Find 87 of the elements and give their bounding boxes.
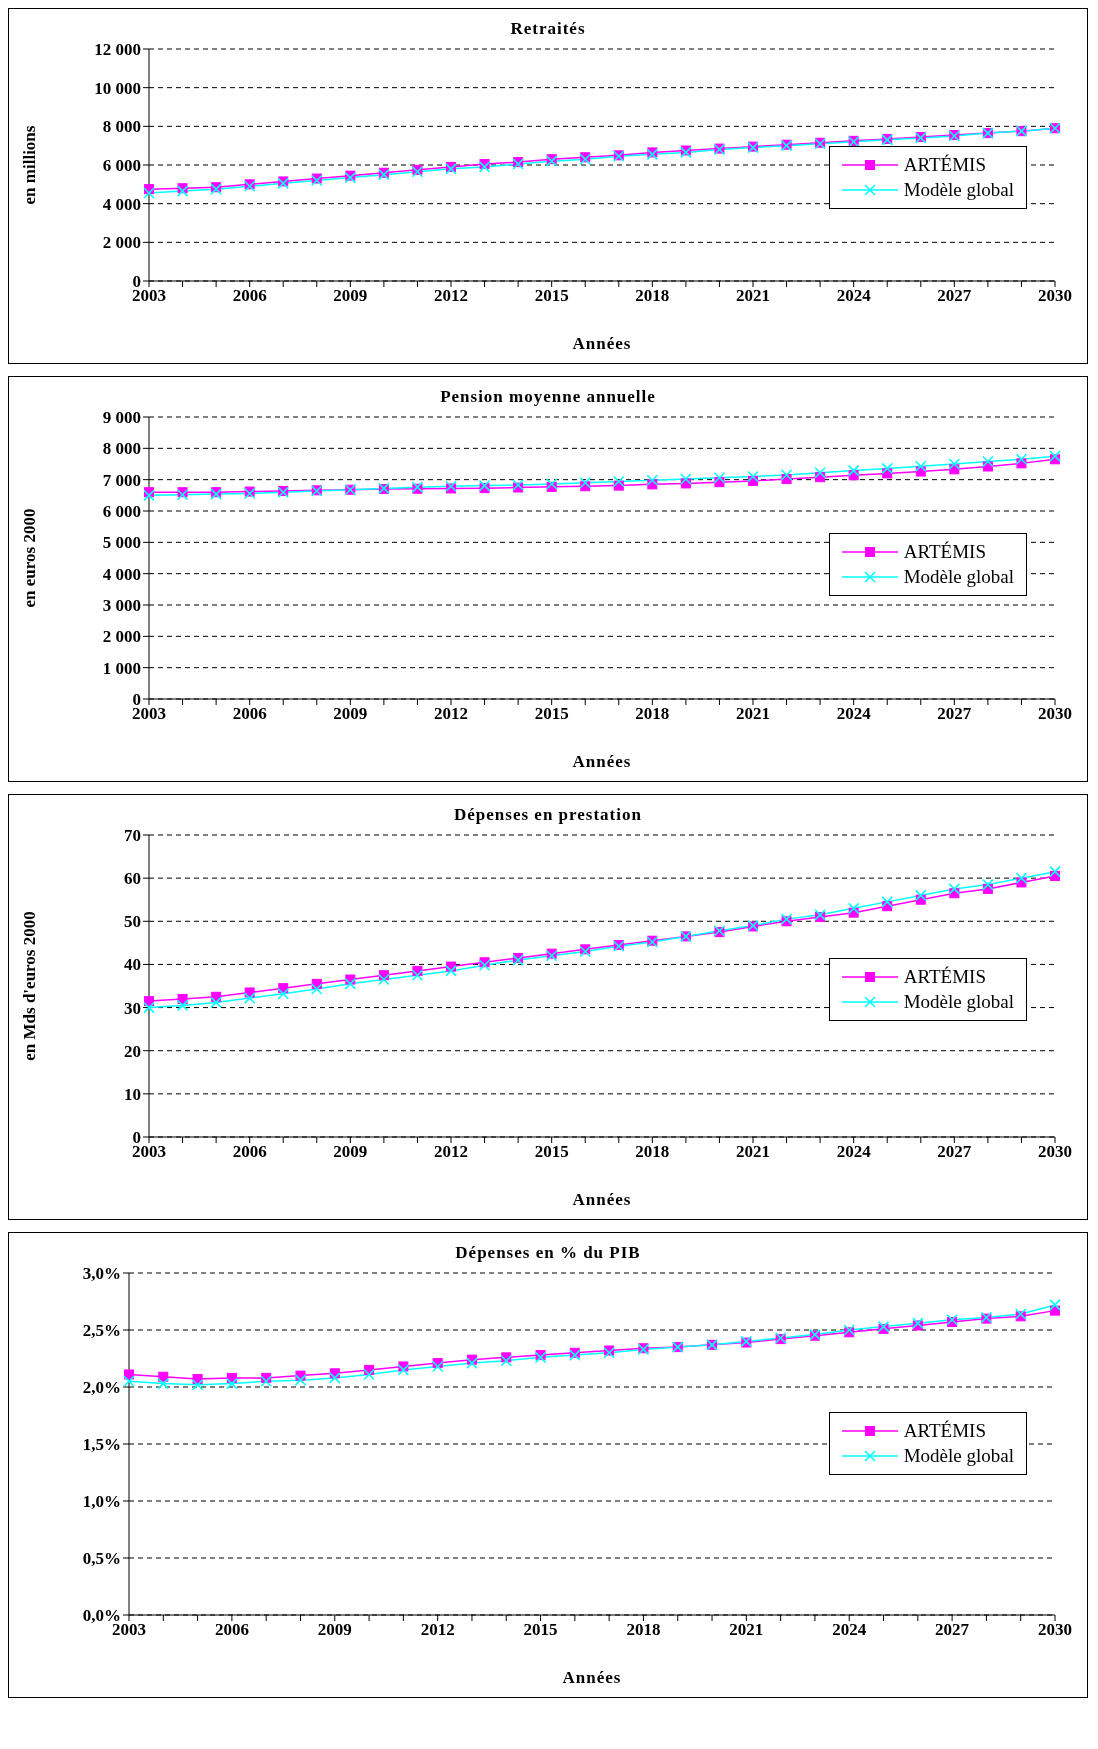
y-tick-label: 7 000 [102, 470, 141, 490]
x-tick-label: 2021 [736, 286, 770, 306]
y-tick-label: 6 000 [102, 156, 141, 176]
x-tick-label: 2018 [635, 704, 670, 724]
legend-label: Modèle global [903, 1444, 1014, 1467]
x-tick-label: 2012 [434, 1142, 468, 1162]
legend-label: ARTÉMIS [903, 153, 986, 176]
x-tick-label: 2024 [836, 1142, 872, 1162]
x-tick-label: 2006 [232, 286, 267, 306]
x-axis-title: Années [562, 1668, 622, 1687]
y-tick-label: 8 000 [102, 439, 141, 459]
y-tick-label: 12 000 [94, 40, 141, 60]
x-tick-label: 2003 [112, 1620, 146, 1640]
x-tick-label: 2012 [434, 704, 468, 724]
y-tick-label: 2,0% [82, 1378, 121, 1398]
x-tick-label: 2021 [736, 1142, 770, 1162]
y-tick-label: 50 [124, 912, 141, 932]
y-tick-label: 1 000 [102, 658, 141, 678]
y-tick-label: 2 000 [102, 233, 141, 253]
x-tick-label: 2021 [736, 704, 770, 724]
x-tick-label: 2015 [534, 286, 569, 306]
x-tick-label: 2018 [635, 286, 670, 306]
y-tick-label: 9 000 [102, 408, 141, 428]
x-tick-label: 2006 [232, 704, 267, 724]
x-tick-label: 2027 [937, 286, 972, 306]
x-tick-label: 2009 [333, 286, 368, 306]
x-tick-label: 2024 [836, 286, 872, 306]
x-tick-label: 2027 [937, 1142, 972, 1162]
y-tick-label: 2,5% [82, 1321, 121, 1341]
chart-title: Dépenses en prestation [453, 804, 643, 825]
x-tick-label: 2027 [935, 1620, 970, 1640]
x-tick-label: 2003 [132, 1142, 166, 1162]
legend-label: ARTÉMIS [903, 1419, 986, 1442]
y-tick-label: 0,5% [82, 1549, 121, 1569]
y-tick-label: 10 000 [94, 78, 141, 98]
x-tick-label: 2030 [1038, 286, 1072, 306]
x-tick-label: 2015 [534, 704, 569, 724]
x-axis-title: Années [572, 1190, 632, 1209]
x-tick-label: 2015 [534, 1142, 569, 1162]
y-tick-label: 20 [124, 1041, 141, 1061]
x-tick-label: 2012 [420, 1620, 455, 1640]
x-tick-label: 2030 [1038, 1620, 1072, 1640]
y-tick-label: 8 000 [102, 117, 141, 137]
y-axis-title: en millions [20, 125, 40, 205]
x-tick-label: 2006 [232, 1142, 267, 1162]
x-tick-label: 2027 [937, 704, 972, 724]
x-tick-label: 2018 [626, 1620, 661, 1640]
y-tick-label: 3 000 [102, 596, 141, 616]
y-tick-label: 60 [124, 869, 141, 889]
y-tick-label: 40 [124, 955, 141, 975]
y-tick-label: 30 [124, 998, 141, 1018]
x-tick-label: 2009 [317, 1620, 352, 1640]
y-tick-label: 10 [124, 1084, 141, 1104]
y-tick-label: 6 000 [102, 502, 141, 522]
x-axis-title: Années [572, 752, 632, 771]
legend-label: Modèle global [903, 565, 1014, 588]
y-tick-label: 1,0% [82, 1492, 121, 1512]
y-tick-label: 70 [124, 826, 141, 846]
y-tick-label: 5 000 [102, 533, 141, 553]
x-tick-label: 2024 [836, 704, 872, 724]
y-axis-title: en Mds d'euros 2000 [20, 911, 40, 1061]
y-tick-label: 4 000 [102, 194, 141, 214]
x-tick-label: 2003 [132, 704, 166, 724]
x-tick-label: 2009 [333, 704, 368, 724]
x-tick-label: 2003 [132, 286, 166, 306]
y-axis-title: en euros 2000 [20, 508, 40, 608]
y-tick-label: 3,0% [82, 1264, 121, 1284]
y-tick-label: 2 000 [102, 627, 141, 647]
x-tick-label: 2009 [333, 1142, 368, 1162]
y-tick-label: 1,5% [82, 1435, 121, 1455]
x-tick-label: 2024 [832, 1620, 867, 1640]
x-tick-label: 2015 [523, 1620, 558, 1640]
chart-title: Retraités [509, 18, 587, 39]
x-tick-label: 2012 [434, 286, 468, 306]
x-tick-label: 2030 [1038, 1142, 1072, 1162]
chart-title: Pension moyenne annuelle [439, 386, 657, 407]
legend-label: Modèle global [903, 991, 1014, 1014]
chart-title: Dépenses en % du PIB [454, 1242, 642, 1263]
x-axis-title: Années [572, 334, 632, 353]
x-tick-label: 2030 [1038, 704, 1072, 724]
x-tick-label: 2006 [214, 1620, 249, 1640]
x-tick-label: 2018 [635, 1142, 670, 1162]
legend-label: ARTÉMIS [903, 540, 986, 563]
x-tick-label: 2021 [729, 1620, 764, 1640]
legend-label: ARTÉMIS [903, 966, 986, 989]
legend-label: Modèle global [903, 178, 1014, 201]
y-tick-label: 4 000 [102, 564, 141, 584]
